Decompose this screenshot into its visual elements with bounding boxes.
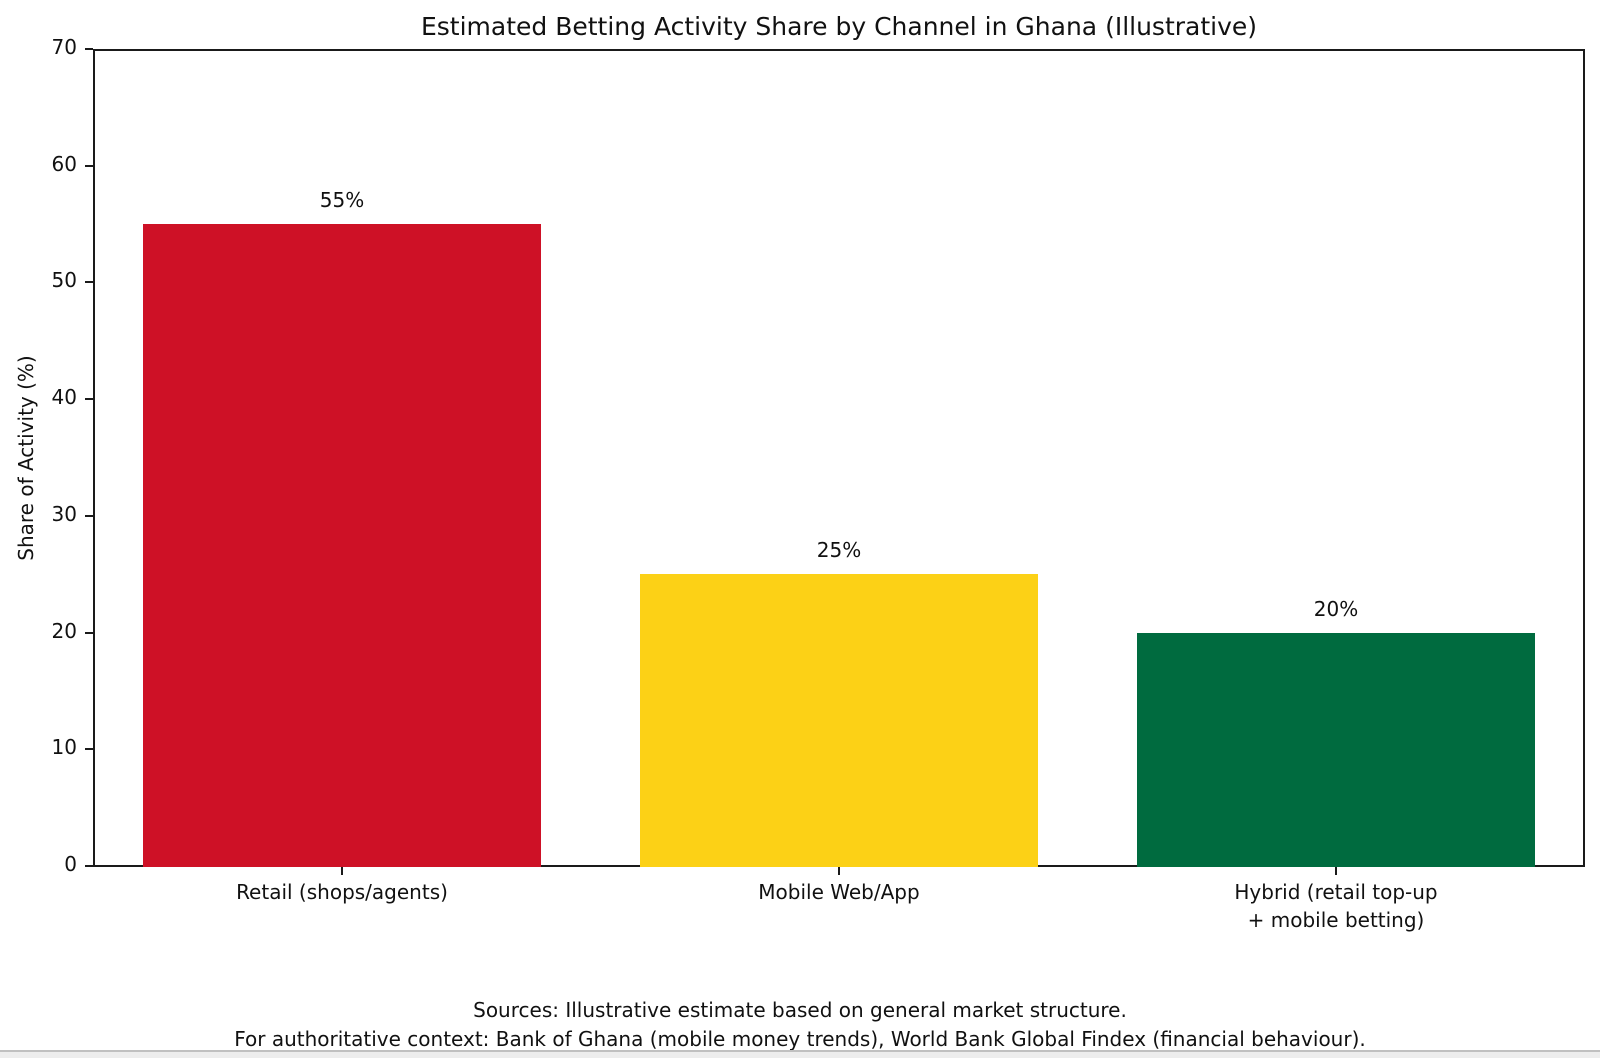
bar-2 — [640, 574, 1038, 867]
bar-value-label: 25% — [816, 538, 862, 562]
x-tick-mark — [838, 867, 840, 875]
y-tick-mark — [85, 865, 93, 867]
y-tick-label: 40 — [51, 385, 77, 409]
window-bottom-edge — [0, 1050, 1600, 1058]
y-tick-mark — [85, 515, 93, 517]
y-tick-mark — [85, 632, 93, 634]
x-tick-label: Hybrid (retail top-up + mobile betting) — [1234, 880, 1438, 932]
bar-3 — [1137, 633, 1535, 867]
y-tick-label: 10 — [51, 735, 77, 759]
y-tick-mark — [85, 748, 93, 750]
chart-title: Estimated Betting Activity Share by Chan… — [420, 12, 1258, 41]
y-tick-label: 70 — [51, 35, 77, 59]
source-note: Sources: Illustrative estimate based on … — [0, 996, 1600, 1054]
y-tick-label: 60 — [51, 152, 77, 176]
y-tick-mark — [85, 48, 93, 50]
x-tick-label: Mobile Web/App — [758, 880, 920, 904]
bar-1 — [143, 224, 541, 867]
y-tick-mark — [85, 281, 93, 283]
y-tick-label: 50 — [51, 268, 77, 292]
x-tick-mark — [1335, 867, 1337, 875]
y-tick-label: 0 — [64, 852, 77, 876]
y-tick-mark — [85, 398, 93, 400]
y-tick-mark — [85, 165, 93, 167]
x-tick-label: Retail (shops/agents) — [236, 880, 448, 904]
y-tick-label: 30 — [51, 502, 77, 526]
x-tick-mark — [341, 867, 343, 875]
bar-value-label: 55% — [319, 188, 365, 212]
bar-value-label: 20% — [1313, 597, 1359, 621]
source-note-line: For authoritative context: Bank of Ghana… — [234, 1027, 1366, 1051]
source-note-line: Sources: Illustrative estimate based on … — [473, 998, 1127, 1022]
y-tick-label: 20 — [51, 619, 77, 643]
